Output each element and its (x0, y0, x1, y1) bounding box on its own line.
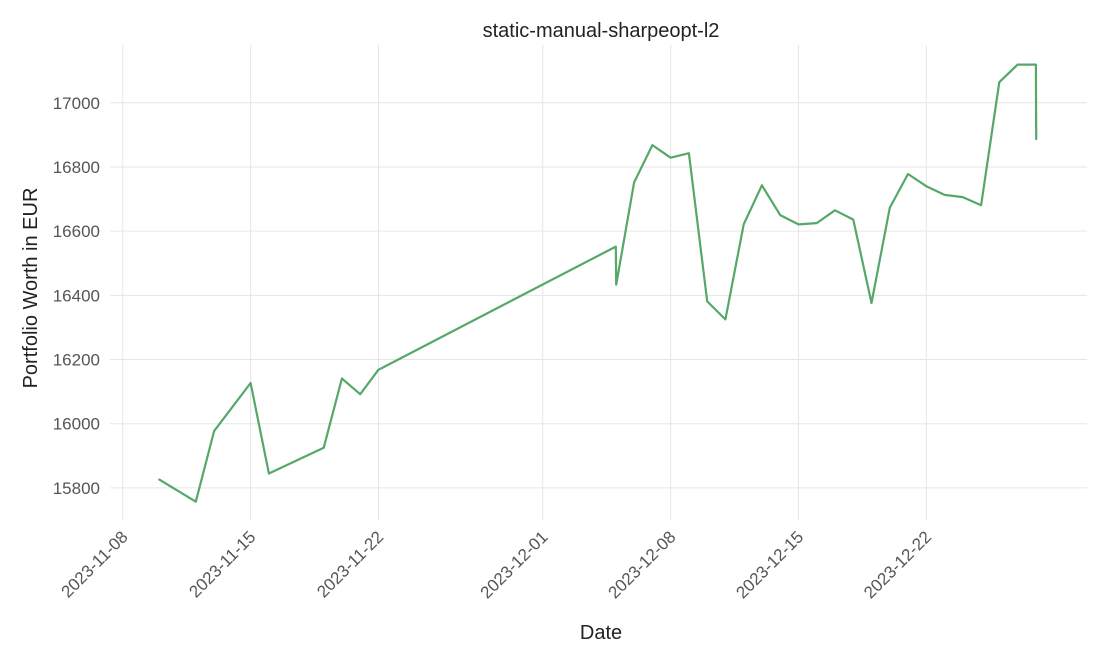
grid (110, 45, 1087, 520)
x-tick-label: 2023-12-01 (477, 527, 552, 602)
y-axis-ticks: 15800 16000 16200 16400 16600 16800 17000 (53, 94, 100, 498)
y-tick-label: 16000 (53, 415, 100, 434)
series-layer (158, 63, 1038, 503)
y-tick-label: 16200 (53, 351, 100, 370)
series-line (158, 63, 1038, 503)
x-tick-label: 2023-11-08 (58, 527, 132, 601)
y-tick-label: 16400 (53, 286, 100, 305)
y-tick-label: 16600 (53, 222, 100, 241)
y-tick-label: 15800 (53, 479, 100, 498)
y-tick-label: 17000 (53, 94, 100, 113)
y-tick-label: 16800 (53, 158, 100, 177)
chart-title: static-manual-sharpeopt-l2 (483, 20, 720, 42)
x-tick-label: 2023-12-08 (605, 527, 680, 602)
x-axis-ticks: 2023-11-08 2023-11-15 2023-11-22 2023-12-01… (58, 527, 936, 602)
x-tick-label: 2023-12-22 (860, 527, 935, 602)
y-axis-label: Portfolio Worth in EUR (20, 188, 42, 389)
x-tick-label: 2023-11-15 (185, 527, 259, 601)
x-tick-label: 2023-12-15 (732, 527, 807, 602)
x-tick-label: 2023-11-22 (313, 527, 387, 601)
x-axis-label: Date (580, 622, 622, 644)
